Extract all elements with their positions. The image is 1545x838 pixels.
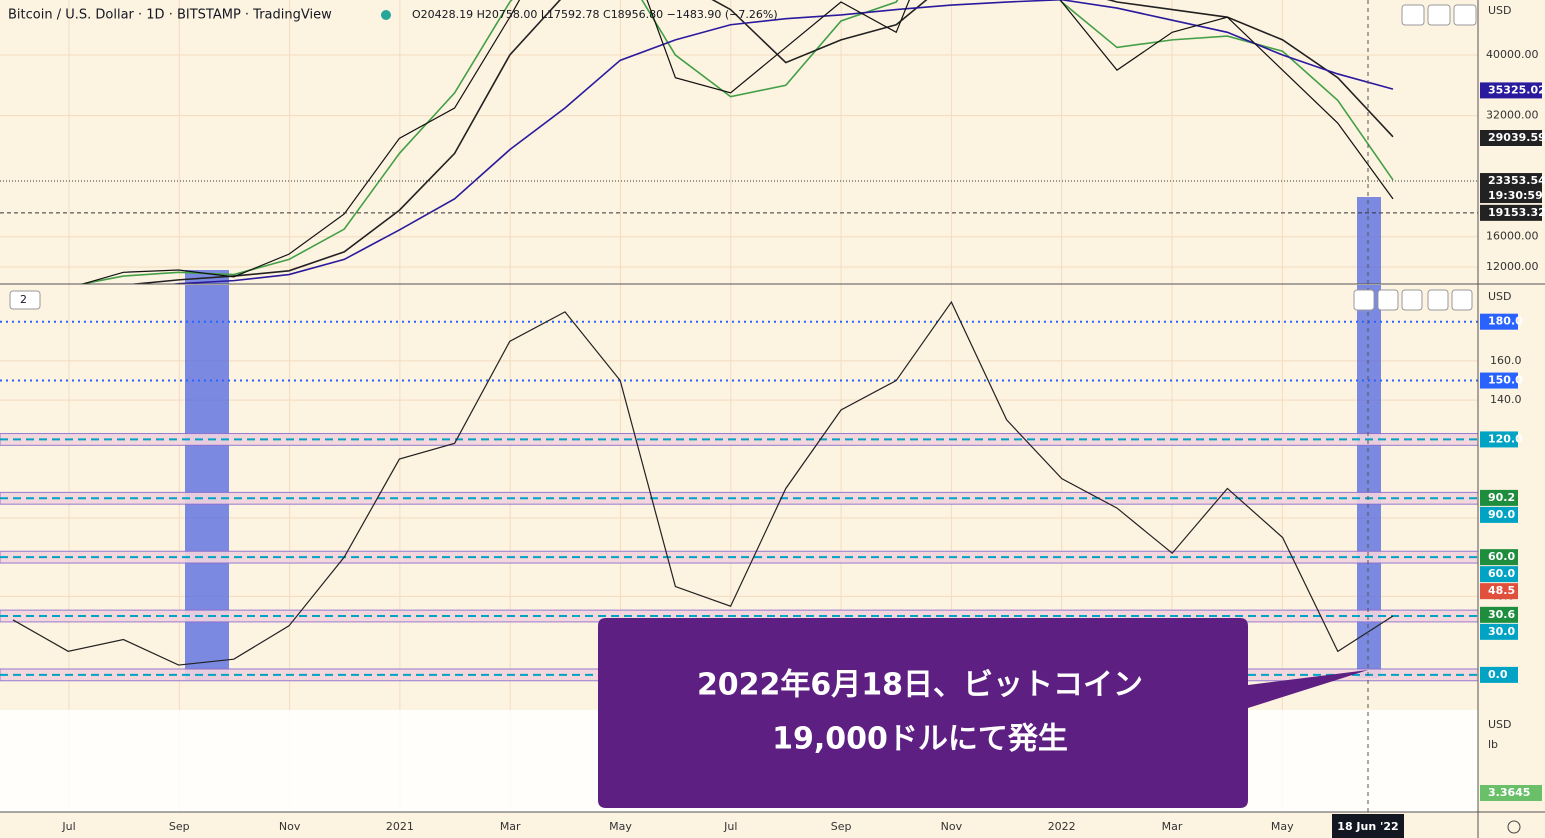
button[interactable] (1353, 289, 1375, 311)
level-tag-label: 150.0 (1488, 374, 1523, 387)
time-label: Jul (723, 820, 737, 833)
highlight (1357, 197, 1381, 284)
button[interactable] (1453, 4, 1477, 26)
price-tag-label: 19153.32 (1488, 206, 1545, 219)
level-tag (1480, 666, 1518, 683)
indicator-line (12, 300, 1394, 666)
level-tag-label: 90.2 (1488, 491, 1515, 504)
level-band (0, 491, 1478, 505)
value-tag (1480, 785, 1542, 801)
y-tick-label: 16000.00 (1486, 230, 1539, 243)
currency-label: USD (1488, 4, 1512, 17)
level-tag (1480, 313, 1518, 330)
callout (598, 618, 1368, 808)
time-label: Mar (1162, 820, 1183, 833)
moving-average (127, 0, 1394, 284)
right-axis (1478, 0, 1545, 838)
time-label: May (1271, 820, 1294, 833)
time-label: Sep (169, 820, 190, 833)
button[interactable] (1401, 289, 1423, 311)
level-tag (1480, 623, 1518, 640)
pane2-buttons[interactable] (1353, 289, 1473, 311)
time-label: Sep (831, 820, 852, 833)
y-tick-label: 32000.00 (1486, 109, 1539, 122)
button[interactable] (1427, 289, 1449, 311)
level-band (0, 550, 1478, 564)
level-tag-label: 30.6 (1488, 608, 1515, 621)
button[interactable] (1401, 4, 1425, 26)
settings-icon[interactable] (1507, 820, 1521, 834)
price-tag (1480, 204, 1542, 221)
time-label: Jul (61, 820, 75, 833)
level-tag-label: 30.0 (1488, 625, 1515, 638)
time-label: Nov (279, 820, 301, 833)
price-tag (1480, 82, 1542, 99)
level-tag (1480, 566, 1518, 583)
level-tag (1480, 583, 1518, 600)
level-tag (1480, 549, 1518, 566)
level-tag (1480, 489, 1518, 506)
button[interactable] (1377, 289, 1399, 311)
price-tag-label: 35325.02 (1488, 83, 1545, 96)
level-tag-label: 48.5 (1488, 584, 1515, 597)
y-tick-label: 40000.00 (1486, 48, 1539, 61)
level-tag-label: 60.0 (1488, 567, 1515, 580)
unit-label: lb (1488, 738, 1498, 751)
y-tick-label: 12000.00 (1486, 260, 1539, 273)
price-tag (1480, 173, 1542, 204)
annotation-line: 2022年6月18日、ビットコイン (697, 668, 1143, 703)
price-tag (1480, 129, 1542, 146)
ohlc: O20428.19 H20758.00 L17592.78 C18956.80 … (412, 8, 778, 21)
moving-average (169, 0, 1394, 284)
level-tag (1480, 372, 1518, 389)
y-tick-label: 140.0 (1490, 393, 1522, 406)
level-tag-label: 120.0 (1488, 432, 1523, 445)
annotation-line: 19,000ドルにて発生 (772, 722, 1068, 757)
cursor-tag (1332, 814, 1404, 838)
currency-label: USD (1488, 290, 1512, 303)
pane-toggle[interactable] (9, 290, 41, 310)
countdown: 19:30:59 (1488, 189, 1543, 202)
level-tag (1480, 431, 1518, 448)
price-tag-label: 29039.59 (1488, 131, 1545, 144)
currency-label: USD (1488, 718, 1512, 731)
time-label: Mar (500, 820, 521, 833)
cursor-label: 18 Jun '22 (1337, 820, 1398, 833)
time-label: 2022 (1048, 820, 1076, 833)
level-tag-label: 90.0 (1488, 508, 1515, 521)
pane1-buttons[interactable] (1401, 4, 1477, 26)
time-label: Nov (941, 820, 963, 833)
level-tag (1480, 506, 1518, 523)
value-label: 3.3645 (1488, 786, 1530, 799)
pane-label: 2 (20, 293, 27, 306)
price-tag-label: 23353.54 (1488, 174, 1545, 187)
time-label: 2021 (386, 820, 414, 833)
symbol-title: Bitcoin / U.S. Dollar · 1D · BITSTAMP · … (8, 8, 332, 23)
time-label: May (609, 820, 632, 833)
button[interactable] (1451, 289, 1473, 311)
moving-average (77, 0, 1394, 284)
level-tag-label: 0.0 (1488, 668, 1508, 681)
level-tag-label: 60.0 (1488, 550, 1515, 563)
annotation: 2022年6月18日、ビットコイン 19,000ドルにて発生 (598, 618, 1368, 808)
level-tag-label: 180.0 (1488, 315, 1523, 328)
level-band (0, 433, 1478, 446)
price-line (80, 0, 1394, 284)
level-tag (1480, 606, 1518, 623)
button[interactable] (1427, 4, 1451, 26)
status-dot (381, 10, 391, 20)
y-tick-label: 160.0 (1490, 354, 1522, 367)
